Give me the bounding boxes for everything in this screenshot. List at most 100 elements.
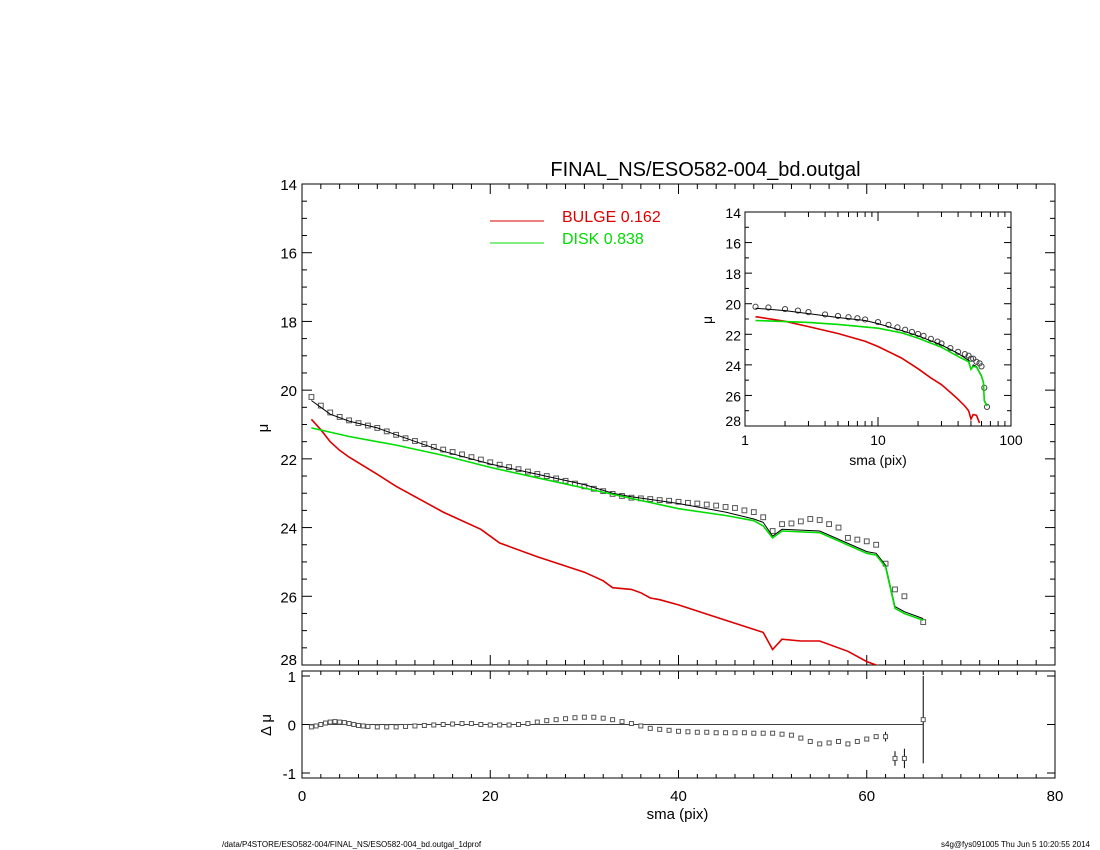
- data-point: [798, 735, 804, 741]
- data-point: [421, 722, 427, 728]
- data-point: [874, 318, 882, 326]
- data-point: [914, 330, 922, 338]
- y-tick-label: 14: [725, 205, 741, 221]
- y-tick-label: 28: [725, 413, 741, 429]
- data-point: [685, 729, 691, 735]
- x-axis-label: sma (pix): [647, 806, 709, 823]
- data-point: [908, 328, 916, 336]
- data-point: [826, 521, 833, 528]
- data-point: [351, 722, 357, 727]
- data-point: [779, 731, 785, 737]
- series-bulge-line: [755, 315, 981, 424]
- data-point: [694, 500, 701, 507]
- y-tick-label: 20: [280, 383, 297, 400]
- y-tick-label: 18: [280, 314, 297, 331]
- series-bulge-line: [310, 418, 879, 665]
- data-point: [751, 730, 757, 736]
- data-point: [722, 504, 729, 510]
- data-point: [318, 722, 324, 727]
- y-tick-label: 1: [288, 669, 296, 686]
- data-point: [487, 722, 493, 728]
- data-point: [308, 394, 315, 400]
- data-point: [365, 723, 371, 729]
- data-point: [647, 725, 653, 731]
- data-point: [883, 734, 889, 740]
- data-point: [308, 724, 314, 730]
- x-tick-label: 80: [1047, 788, 1064, 805]
- data-point: [713, 502, 720, 509]
- data-point: [892, 755, 898, 761]
- data-point: [704, 729, 710, 735]
- x-tick-label: 40: [670, 788, 687, 805]
- y-tick-label: 20: [725, 297, 741, 313]
- data-point: [515, 722, 521, 727]
- data-point: [873, 541, 880, 548]
- data-point: [845, 534, 851, 541]
- y-tick-label: 26: [280, 589, 297, 606]
- x-tick-label: 20: [482, 788, 499, 805]
- data-point: [750, 509, 757, 516]
- data-point: [638, 723, 644, 729]
- x-tick-label: 10: [870, 432, 886, 448]
- data-point: [816, 517, 823, 523]
- data-point: [765, 304, 772, 311]
- data-point: [676, 728, 681, 734]
- data-point: [732, 505, 738, 511]
- data-point: [619, 719, 625, 725]
- data-point: [341, 720, 347, 726]
- data-point: [752, 303, 759, 310]
- data-point: [794, 307, 802, 314]
- data-point: [713, 730, 719, 736]
- data-point: [927, 335, 935, 342]
- data-point: [807, 738, 813, 744]
- data-point: [327, 719, 333, 725]
- x-tick-label: 1: [741, 432, 749, 448]
- data-point: [854, 315, 861, 322]
- y-tick-label: -1: [283, 766, 296, 783]
- data-point: [862, 316, 869, 323]
- data-point: [563, 716, 569, 722]
- y-tick-label: 26: [725, 388, 741, 404]
- data-point: [779, 521, 785, 528]
- data-point: [902, 326, 909, 333]
- data-point: [978, 363, 985, 370]
- data-point: [581, 714, 587, 720]
- data-point: [468, 721, 474, 727]
- x-axis-label: sma (pix): [849, 452, 907, 468]
- y-tick-label: 16: [280, 246, 297, 263]
- data-point: [544, 718, 550, 724]
- data-point: [666, 497, 672, 504]
- x-tick-label: 60: [858, 788, 875, 805]
- data-point: [723, 730, 729, 736]
- data-point: [854, 536, 861, 543]
- data-point: [703, 501, 710, 508]
- y-tick-label: 22: [280, 452, 297, 469]
- data-point: [393, 724, 399, 730]
- data-point: [835, 524, 842, 531]
- data-point: [313, 723, 319, 729]
- x-tick-label: 100: [999, 432, 1023, 448]
- data-point: [468, 454, 475, 461]
- data-point: [901, 593, 908, 600]
- data-point: [788, 520, 795, 527]
- data-point: [610, 717, 616, 723]
- data-point: [459, 721, 465, 727]
- data-point: [478, 722, 484, 727]
- data-point: [864, 736, 870, 742]
- data-point: [760, 730, 766, 736]
- data-point: [967, 355, 975, 362]
- data-point: [894, 324, 901, 331]
- data-point: [572, 715, 578, 721]
- data-point: [666, 727, 672, 733]
- data-point: [440, 446, 447, 453]
- data-point: [412, 723, 418, 729]
- data-point: [863, 538, 870, 545]
- data-point: [826, 740, 832, 746]
- data-point: [892, 586, 898, 593]
- y-tick-label: 0: [288, 718, 296, 735]
- y-tick-label: 16: [725, 236, 741, 252]
- data-point: [732, 730, 738, 736]
- data-point: [920, 717, 926, 723]
- data-point: [788, 732, 794, 738]
